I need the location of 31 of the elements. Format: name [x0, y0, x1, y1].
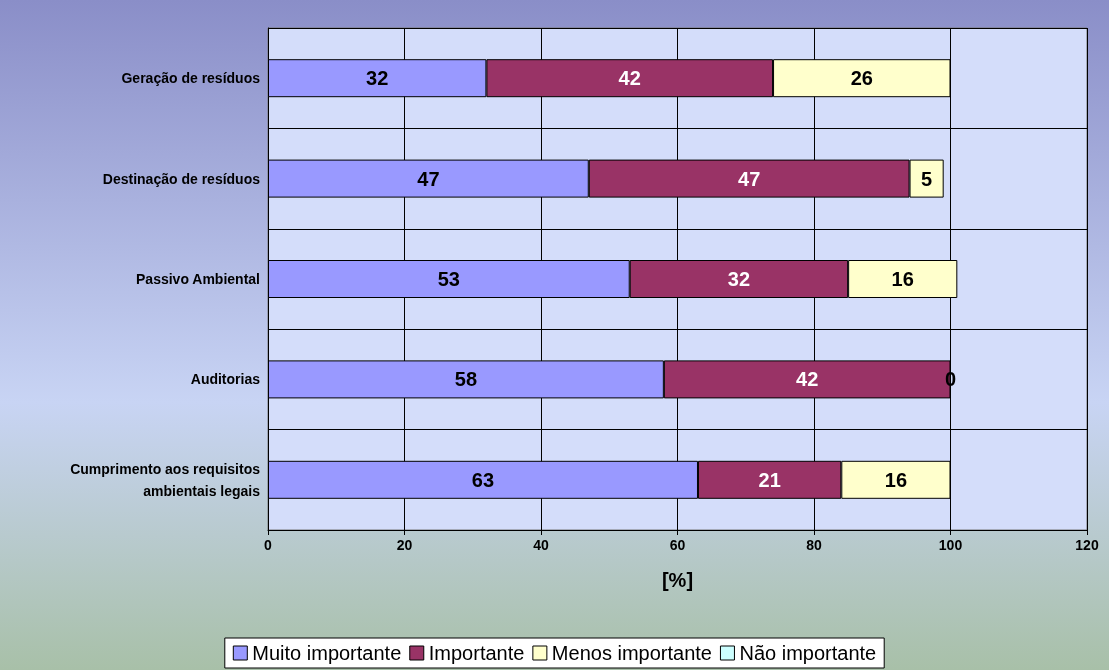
data-label: 53 [437, 268, 460, 290]
data-label: 16 [884, 468, 908, 491]
legend-label: Não importante [739, 642, 877, 664]
x-tick-label: 60 [669, 537, 686, 553]
data-label: 16 [891, 268, 914, 290]
data-label: 32 [727, 268, 751, 290]
y-tick-label: Cumprimento aos requisitos ambientais legais [70, 460, 261, 499]
y-tick-label: Destinação de resíduos [102, 170, 261, 187]
data-label: 26 [850, 67, 873, 90]
x-tick-label: 80 [806, 537, 822, 553]
y-tick-label: Passivo Ambiental [136, 271, 260, 287]
x-axis-title: [%] [661, 569, 694, 591]
x-tick-label: 20 [396, 537, 413, 553]
x-tick-label: 0 [264, 537, 273, 553]
legend-label: Muito importante [252, 642, 402, 664]
data-label: 42 [618, 67, 641, 90]
data-label: 58 [454, 368, 478, 391]
y-tick-label: Geração de resíduos [121, 70, 261, 87]
data-label: 42 [796, 368, 819, 391]
x-tick-label: 40 [533, 537, 549, 553]
data-label: 47 [738, 167, 761, 190]
x-tick-label: 120 [1075, 537, 1099, 553]
data-label: 47 [417, 167, 440, 190]
y-tick-label: Auditorias [190, 371, 261, 388]
data-label: 21 [758, 468, 781, 491]
data-label: 63 [471, 468, 495, 491]
x-tick-label: 100 [938, 537, 963, 553]
data-label: 32 [366, 67, 389, 90]
data-label: 5 [921, 167, 933, 190]
legend-label: Importante [428, 642, 525, 664]
legend-label: Menos importante [551, 642, 712, 664]
